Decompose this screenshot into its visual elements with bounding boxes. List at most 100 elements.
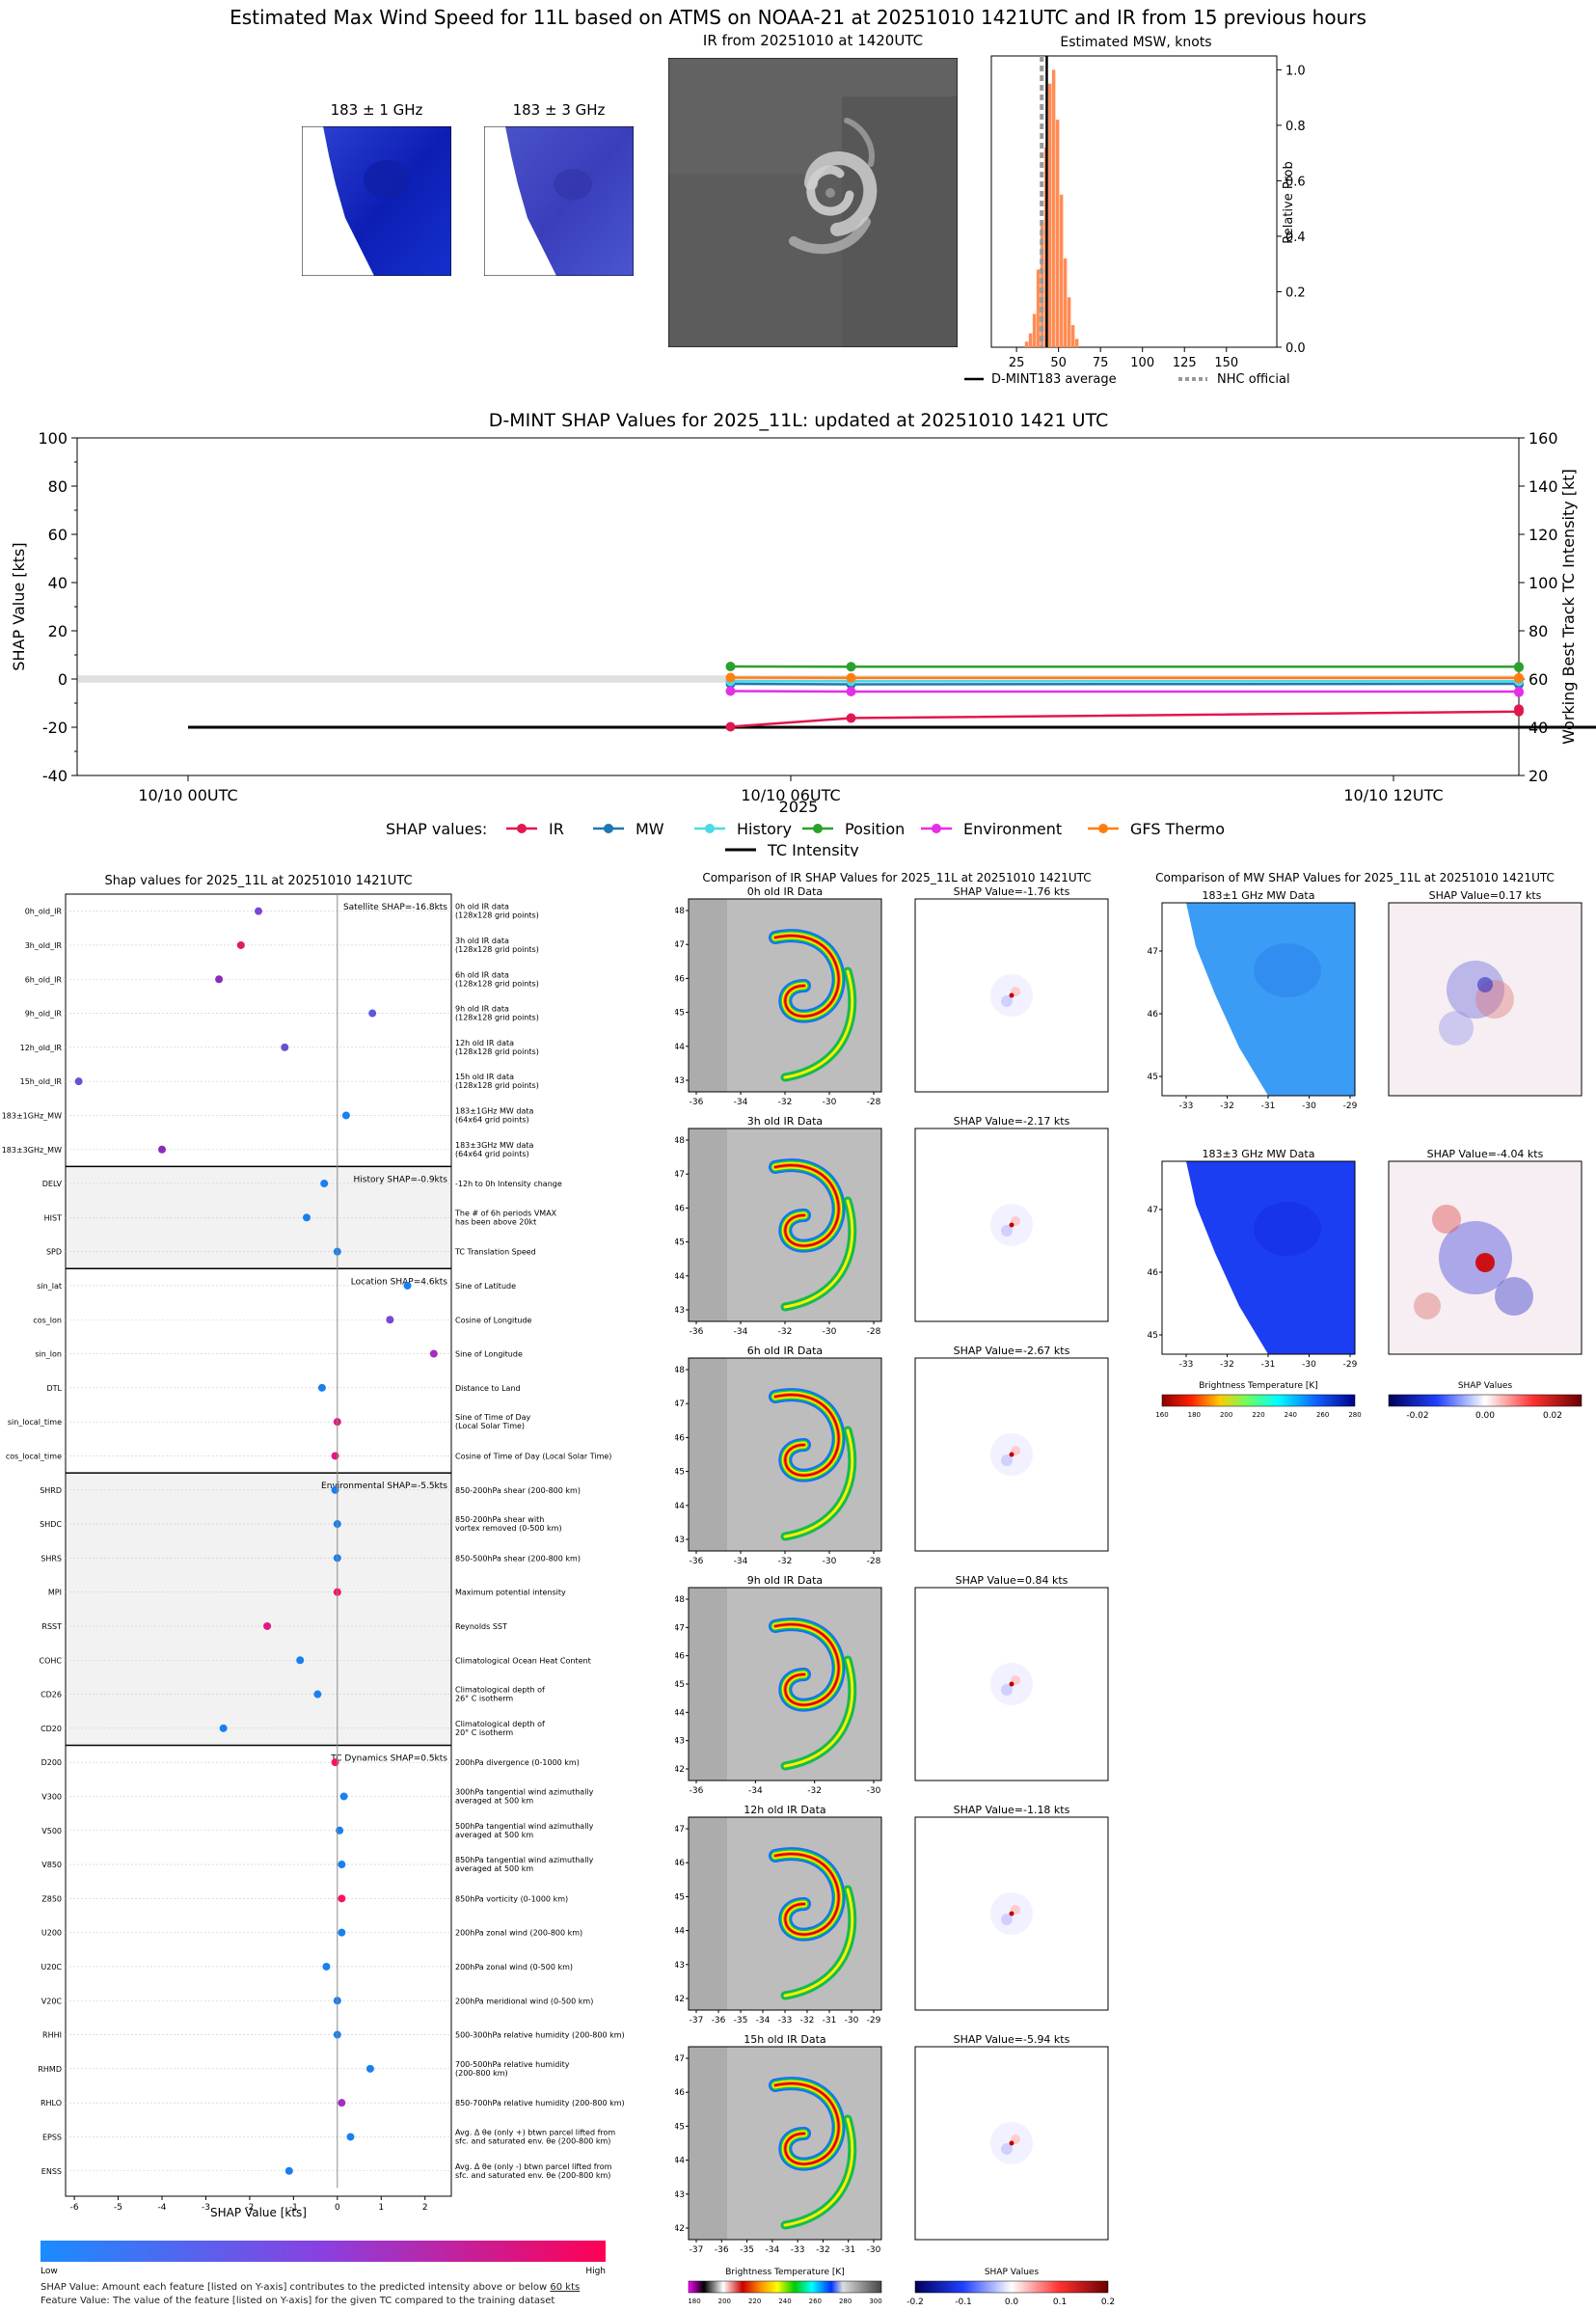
ir-shap-title: SHAP Value=-1.18 kts: [954, 1804, 1070, 1816]
ir-xtick: -32: [800, 2016, 815, 2026]
series-point: [1514, 663, 1524, 672]
mw-xtick: -33: [1179, 1101, 1194, 1111]
ir-xtick: -35: [734, 2016, 748, 2026]
ts-ytick: -20: [42, 719, 68, 737]
feature-description: 0h old IR data: [455, 903, 509, 911]
ir-ytick: 45: [675, 1680, 685, 1690]
shap-point: [296, 1656, 305, 1665]
ir-data-title: 9h old IR Data: [747, 1574, 823, 1587]
ir-ytick: 43: [675, 1076, 685, 1086]
mw-data-title: 183±1 GHz MW Data: [1203, 889, 1315, 902]
mw-cbar-tick: 160: [1155, 1411, 1168, 1419]
mw-cbar-tick: 220: [1252, 1411, 1264, 1419]
feature-label: 9h_old_IR: [25, 1010, 63, 1019]
bs-xtick: -4: [158, 2203, 167, 2213]
ir-ytick: 45: [675, 2122, 685, 2132]
bs-xtick: -1: [289, 2203, 298, 2213]
mw-xtick: -33: [1179, 1360, 1194, 1370]
histogram-bar: [1051, 69, 1056, 347]
ir-xtick: -36: [690, 1098, 704, 1107]
ir-cbar-tick: 200: [718, 2297, 731, 2305]
ir-comparison-panel: 0h old IR Data SHAP Value=-1.76 kts -36 -34…: [675, 885, 1115, 2307]
ts-ytick: 40: [48, 574, 68, 592]
legend-entry: MW: [636, 820, 664, 838]
mw-shap-tick: 0.02: [1543, 1411, 1562, 1421]
ir-shap-cbar-label: SHAP Values: [985, 2268, 1040, 2277]
legend-entry: History: [737, 820, 792, 838]
feature-label: cos_lon: [33, 1316, 62, 1324]
mw-cbar-tick: 180: [1188, 1411, 1201, 1419]
group-label: Environmental SHAP=-5.5kts: [321, 1482, 447, 1491]
mw1-label: 183 ± 1 GHz: [330, 101, 423, 119]
mw-xtick: -31: [1261, 1360, 1276, 1370]
feature-description: 20° C isotherm: [455, 1728, 513, 1737]
feature-description: (128x128 grid points): [455, 1081, 539, 1090]
ir-xtick: -32: [778, 1098, 793, 1107]
ts-y2tick: 80: [1528, 622, 1548, 640]
ir-satellite-image: [668, 58, 958, 347]
legend-entry: Position: [845, 820, 905, 838]
ir-xtick: -37: [690, 2245, 704, 2255]
ir-ytick: 46: [675, 1859, 685, 1868]
ir-xtick: -32: [816, 2245, 830, 2255]
shap-point: [338, 1861, 346, 1869]
ir-xtick: -36: [715, 2245, 729, 2255]
feature-label: D200: [41, 1758, 62, 1767]
feature-label: RHHI: [42, 2031, 62, 2040]
ir-ytick: 46: [675, 1204, 685, 1213]
feature-description: TC Translation Speed: [454, 1248, 536, 1257]
legend-entry: TC Intensity: [767, 841, 859, 856]
feature-value-colorbar: [41, 2241, 606, 2262]
feature-label: COHC: [40, 1656, 63, 1665]
feature-description: 200hPa divergence (0-1000 km): [455, 1758, 580, 1767]
colorbar-low: Low: [41, 2267, 58, 2276]
ir-xtick: -36: [690, 1327, 704, 1337]
ir-xtick: -34: [766, 2245, 780, 2255]
ir-xtick: -34: [748, 1786, 763, 1796]
group-label: History SHAP=-0.9kts: [354, 1175, 448, 1184]
ir-ytick: 44: [675, 1272, 685, 1282]
ts-y2tick: 120: [1528, 526, 1558, 544]
ir-shap-tick: 0.2: [1101, 2297, 1115, 2307]
ir-cbar-tick: 300: [869, 2297, 881, 2305]
ir-ytick: 48: [675, 1136, 685, 1146]
ts-xtick: 10/10 00UTC: [138, 786, 237, 804]
ir-ytick: 48: [675, 1595, 685, 1605]
hist-ytick: 1.0: [1285, 64, 1306, 78]
ir-xtick: -36: [690, 1786, 704, 1796]
hist-xtick: 125: [1173, 356, 1197, 370]
hist-xtick: 75: [1093, 356, 1109, 370]
ir-xtick: -30: [845, 2016, 859, 2026]
ts-xtick: 10/10 06UTC: [741, 786, 840, 804]
ir-shap-title: SHAP Value=-2.17 kts: [954, 1115, 1070, 1128]
hist-title: Estimated MSW, knots: [1060, 35, 1212, 50]
feature-description: (128x128 grid points): [455, 979, 539, 988]
ts-y2tick: 20: [1528, 767, 1548, 785]
legend-title: SHAP values:: [386, 820, 487, 838]
feature-description: 200hPa meridional wind (0-500 km): [455, 1997, 593, 2005]
ir-xtick: -31: [841, 2245, 855, 2255]
ir-shap-tick: 0.0: [1005, 2297, 1019, 2307]
group-label: Location SHAP=4.6kts: [351, 1277, 448, 1287]
ts-ytick: 60: [48, 526, 68, 544]
ir-xtick: -33: [778, 2016, 793, 2026]
ir-xtick: -33: [791, 2245, 805, 2255]
ir-xtick: -34: [756, 2016, 771, 2026]
mw1-thumbnail: [302, 126, 451, 276]
ir-xtick: -30: [823, 1557, 837, 1566]
shap-point: [336, 1826, 344, 1835]
footer-line2: Feature Value: The value of the feature …: [41, 2296, 555, 2306]
mw-cbar-label: Brightness Temperature [K]: [1199, 1381, 1318, 1391]
feature-description: (200-800 km): [455, 2069, 508, 2078]
feature-label: DELV: [42, 1180, 63, 1188]
ir-cbar-tick: 240: [778, 2297, 791, 2305]
hist-ytick: 0.2: [1285, 285, 1306, 300]
hist-xtick: 50: [1050, 356, 1067, 370]
bs-xtick: -3: [202, 2203, 210, 2213]
histogram-bar: [1028, 333, 1033, 347]
ir-ytick: 44: [675, 1927, 685, 1937]
hist-ylabel: Relative Prob: [1282, 161, 1296, 243]
ir-xtick: -37: [690, 2016, 704, 2026]
feature-label: sin_lon: [35, 1350, 62, 1359]
ir-data-title: 12h old IR Data: [744, 1804, 825, 1816]
